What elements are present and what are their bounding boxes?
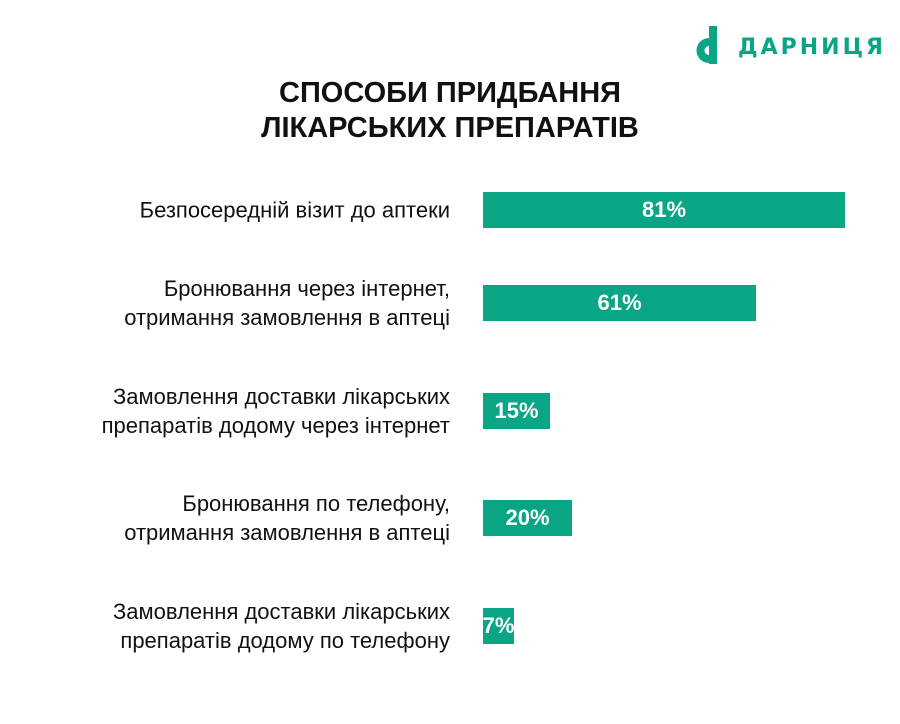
bar: 81% [483, 192, 845, 228]
category-label-line: отримання замовлення в аптеці [124, 520, 450, 545]
category-label-line: Замовлення доставки лікарських [113, 599, 450, 624]
category-label-line: отримання замовлення в аптеці [124, 305, 450, 330]
category-label: Безпосередній візит до аптеки [140, 196, 450, 225]
brand-logo: ДАРНИЦЯ [688, 26, 886, 69]
chart-title: СПОСОБИ ПРИДБАННЯ ЛІКАРСЬКИХ ПРЕПАРАТІВ [0, 76, 900, 146]
category-label-line: препаратів додому по телефону [120, 628, 450, 653]
bar-value-label: 61% [597, 290, 642, 315]
bar: 61% [483, 285, 756, 321]
brand-name: ДАРНИЦЯ [738, 35, 886, 60]
bar: 20% [483, 500, 572, 536]
category-label-line: Бронювання через інтернет, [163, 276, 450, 301]
category-label: Бронювання по телефону, отримання замовле… [124, 489, 450, 547]
category-label: Замовлення доставки лікарських препаратів… [113, 597, 450, 655]
darnitsa-logo-icon [688, 26, 724, 69]
category-label-line: Безпосередній візит до аптеки [139, 197, 450, 223]
chart-title-line: СПОСОБИ ПРИДБАННЯ [279, 77, 621, 109]
bar-value-label: 7% [482, 613, 515, 638]
bar: 7% [483, 608, 514, 644]
bar: 15% [483, 393, 550, 429]
category-label-line: Бронювання по телефону, [182, 491, 450, 516]
category-label: Замовлення доставки лікарських препаратів… [102, 382, 450, 440]
bar-value-label: 15% [494, 398, 539, 423]
bar-value-label: 81% [641, 197, 687, 222]
chart-title-line: ЛІКАРСЬКИХ ПРЕПАРАТІВ [261, 112, 639, 144]
category-label: Бронювання через інтернет, отримання замо… [124, 274, 450, 332]
category-label-line: препаратів додому через інтернет [101, 413, 450, 438]
bar-value-label: 20% [505, 505, 550, 530]
category-label-line: Замовлення доставки лікарських [113, 384, 450, 409]
